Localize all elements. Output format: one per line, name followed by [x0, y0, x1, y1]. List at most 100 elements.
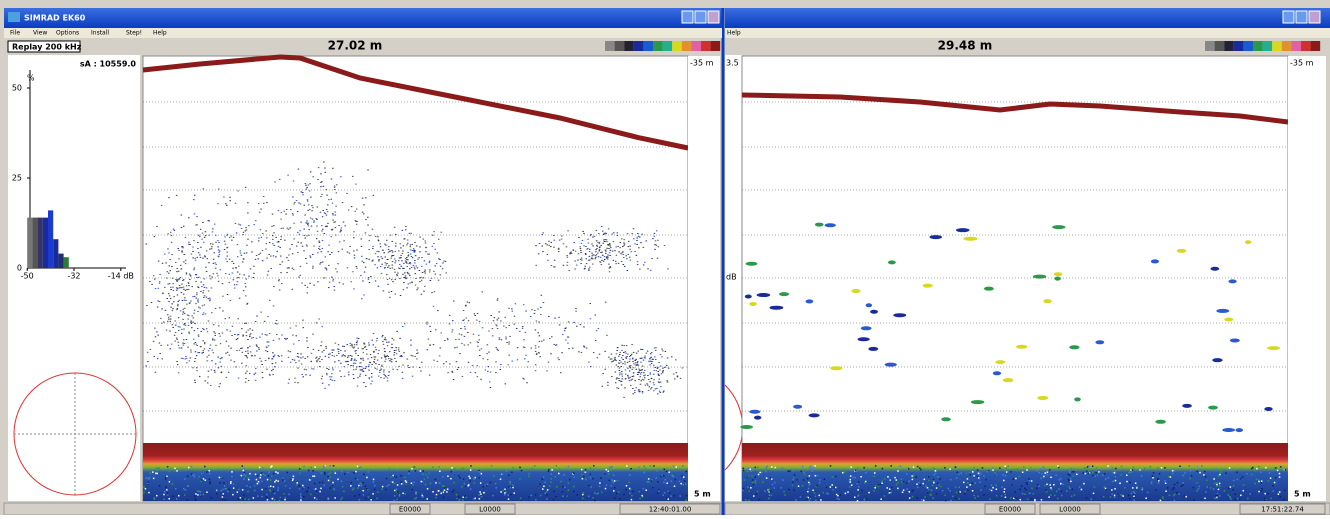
fish-school	[749, 302, 756, 306]
maximize-button[interactable]	[1296, 11, 1307, 23]
seabed-dot	[1103, 496, 1105, 498]
echo-dot	[326, 189, 328, 190]
title-bar[interactable]	[4, 8, 722, 28]
close-button[interactable]	[708, 11, 719, 23]
seabed-dot	[1093, 493, 1095, 495]
echo-dot	[629, 366, 631, 367]
seabed-dot	[183, 488, 185, 490]
echo-dot	[391, 265, 393, 266]
seabed-dot	[453, 490, 455, 492]
echo-dot	[497, 298, 499, 299]
seabed-dot	[465, 495, 467, 497]
echo-dot	[442, 268, 444, 269]
seabed-dot	[439, 482, 441, 484]
seabed-dot	[1152, 477, 1154, 479]
echo-dot	[273, 305, 275, 306]
seabed-dot	[849, 486, 851, 488]
close-button[interactable]	[1309, 11, 1320, 23]
seabed-dot	[655, 477, 657, 479]
echo-dot	[206, 297, 208, 298]
seabed-dot	[891, 487, 893, 489]
seabed-dot	[195, 470, 197, 472]
seabed-dot	[810, 498, 812, 500]
echo-dot	[417, 267, 419, 268]
echo-dot	[347, 364, 349, 365]
maximize-button[interactable]	[695, 11, 706, 23]
echo-dot	[464, 326, 466, 327]
seabed-dot	[1053, 484, 1055, 486]
seabed-dot	[1068, 479, 1070, 481]
echo-dot	[188, 244, 190, 245]
echo-dot	[230, 300, 232, 301]
seabed-dot	[543, 486, 545, 488]
echo-dot	[351, 356, 353, 357]
echo-dot	[331, 179, 333, 180]
echo-dot	[261, 237, 263, 238]
seabed-dot	[1105, 488, 1107, 490]
echo-dot	[196, 292, 198, 293]
seabed-dot	[266, 494, 268, 496]
echo-dot	[337, 263, 339, 264]
echo-dot	[497, 350, 499, 351]
echo-dot	[275, 256, 277, 257]
title-bar[interactable]	[725, 8, 1330, 28]
echo-dot	[596, 254, 598, 255]
echo-dot	[617, 347, 619, 348]
echo-dot	[317, 281, 319, 282]
echo-dot	[430, 280, 432, 281]
menu-item[interactable]: Help	[727, 30, 741, 37]
echo-dot	[239, 274, 241, 275]
menu-item[interactable]: View	[33, 30, 47, 37]
echo-dot	[376, 338, 378, 339]
seabed-dot	[479, 471, 481, 473]
echo-dot	[665, 367, 667, 368]
seabed-dot	[237, 491, 239, 493]
echo-dot	[168, 293, 170, 294]
echo-dot	[307, 292, 309, 293]
echo-dot	[218, 367, 220, 368]
echo-dot	[275, 362, 277, 363]
minimize-button[interactable]	[682, 11, 693, 23]
echo-dot	[654, 233, 656, 234]
seabed-dot	[1134, 493, 1136, 495]
menu-item[interactable]: Step!	[126, 30, 142, 37]
menu-item[interactable]: Help	[153, 30, 167, 37]
seabed-dot	[1177, 482, 1179, 484]
seabed-dot	[808, 488, 810, 490]
echo-dot	[467, 332, 469, 333]
seabed-dot	[604, 473, 606, 475]
menu-item[interactable]: Options	[56, 30, 79, 37]
seabed-dot	[887, 476, 889, 478]
echo-dot	[157, 358, 159, 359]
seabed-dot	[857, 468, 859, 470]
menu-item[interactable]: Install	[91, 30, 109, 37]
echo-dot	[635, 360, 637, 361]
echo-dot	[383, 252, 385, 253]
echo-dot	[656, 245, 658, 246]
echo-dot	[236, 339, 238, 340]
color-swatch	[1234, 41, 1244, 51]
echo-dot	[469, 302, 471, 303]
seabed-dot	[249, 473, 251, 475]
echo-dot	[567, 257, 569, 258]
echo-dot	[188, 283, 190, 284]
echo-dot	[584, 268, 586, 269]
echo-dot	[209, 348, 211, 349]
menu-item[interactable]: File	[10, 30, 20, 37]
echo-dot	[167, 233, 169, 234]
echo-dot	[188, 319, 190, 320]
seabed-dot	[764, 490, 766, 492]
seabed-dot	[273, 486, 275, 488]
echo-dot	[176, 281, 178, 282]
echo-dot	[277, 355, 279, 356]
seabed-dot	[792, 485, 794, 487]
echo-dot	[260, 312, 262, 313]
echo-dot	[248, 225, 250, 226]
echo-dot	[598, 256, 600, 257]
minimize-button[interactable]	[1283, 11, 1294, 23]
echo-dot	[553, 266, 555, 267]
seabed-dot	[1133, 496, 1135, 498]
echo-dot	[654, 236, 656, 237]
seabed-dot	[358, 485, 360, 487]
